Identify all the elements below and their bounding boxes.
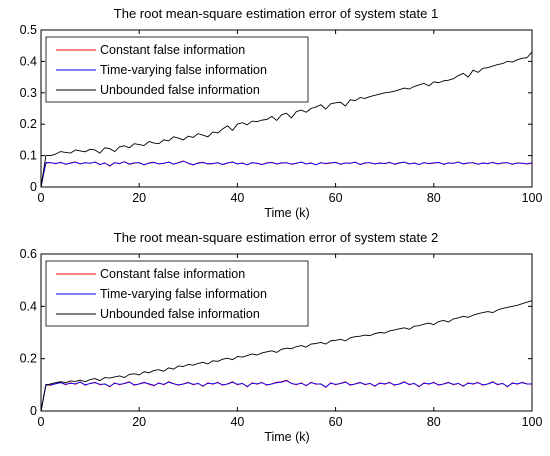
y-tick-label: 0.3 <box>20 86 37 100</box>
x-tick-label: 0 <box>38 191 45 205</box>
y-tick-label: 0.4 <box>20 299 37 313</box>
x-tick-label: 100 <box>522 415 543 429</box>
x-axis: 0 20 40 60 80 100 <box>38 254 543 429</box>
legend: Constant false information Time-varying … <box>45 260 309 327</box>
chart-state-2: The root mean-square estimation error of… <box>20 230 543 444</box>
series-line-unbounded <box>40 51 533 188</box>
legend-label-constant: Constant false information <box>100 267 245 281</box>
legend-label-unbounded: Unbounded false information <box>100 83 260 97</box>
legend-label-unbounded: Unbounded false information <box>100 307 260 321</box>
x-tick-label: 100 <box>522 191 543 205</box>
x-tick-label: 0 <box>38 415 45 429</box>
x-tick-label: 80 <box>427 415 441 429</box>
x-tick-label: 60 <box>329 191 343 205</box>
series-group <box>40 51 533 188</box>
legend: Constant false information Time-varying … <box>45 36 309 103</box>
y-tick-label: 0.4 <box>20 54 37 68</box>
y-tick-label: 0 <box>30 404 37 418</box>
x-tick-label: 80 <box>427 191 441 205</box>
chart-state-1: The root mean-square estimation error of… <box>20 6 543 220</box>
series-line-time-varying <box>40 380 533 412</box>
series-group <box>40 300 533 412</box>
legend-label-time-varying: Time-varying false information <box>100 63 267 77</box>
x-tick-label: 20 <box>132 191 146 205</box>
legend-label-time-varying: Time-varying false information <box>100 287 267 301</box>
y-tick-label: 0.2 <box>20 117 37 131</box>
x-axis: 0 20 40 60 80 100 <box>38 30 543 205</box>
x-tick-label: 20 <box>132 415 146 429</box>
x-tick-label: 40 <box>230 191 244 205</box>
y-tick-label: 0.1 <box>20 149 37 163</box>
y-tick-label: 0.6 <box>20 247 37 261</box>
series-line-time-varying <box>40 160 533 188</box>
y-tick-label: 0 <box>30 180 37 194</box>
y-axis: 0 0.1 0.2 0.3 0.4 0.5 <box>20 23 532 194</box>
legend-label-constant: Constant false information <box>100 43 245 57</box>
x-tick-label: 40 <box>230 415 244 429</box>
series-line-unbounded <box>40 300 533 412</box>
x-axis-label: Time (k) <box>264 430 309 444</box>
x-tick-label: 60 <box>329 415 343 429</box>
x-axis-label: Time (k) <box>264 206 309 220</box>
y-tick-label: 0.2 <box>20 352 37 366</box>
y-axis: 0 0.2 0.4 0.6 <box>20 247 532 418</box>
chart-title: The root mean-square estimation error of… <box>114 230 438 245</box>
chart-title: The root mean-square estimation error of… <box>114 6 438 21</box>
y-tick-label: 0.5 <box>20 23 37 37</box>
